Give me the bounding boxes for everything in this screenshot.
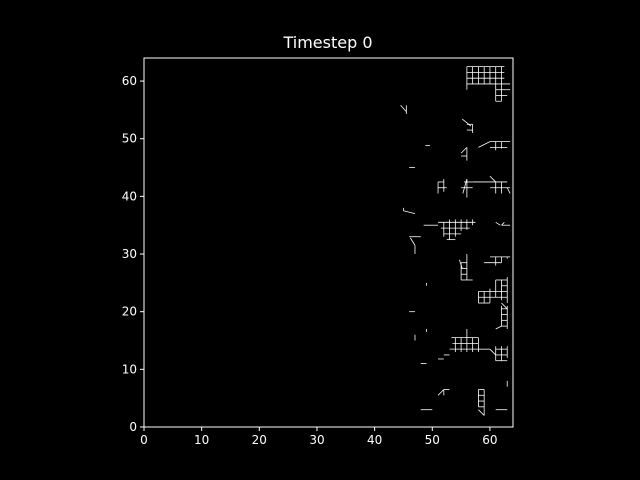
y-tick-label: 10 <box>122 362 137 376</box>
contour-segment-0-89 <box>501 302 508 310</box>
contour-segment-0-120 <box>437 389 445 396</box>
x-tick-label: 60 <box>482 433 497 447</box>
x-tick-label: 50 <box>425 433 440 447</box>
contour-segment-0-39 <box>489 175 496 183</box>
x-axis: 0 10 20 30 40 50 60 <box>140 427 498 447</box>
x-tick-label: 0 <box>140 433 148 447</box>
contour-segment-0-58 <box>495 221 501 226</box>
y-tick-label: 50 <box>122 132 137 146</box>
y-tick-label: 30 <box>122 247 137 261</box>
y-axis: 0 10 20 30 40 50 60 <box>122 74 144 434</box>
plot-content <box>400 66 511 416</box>
y-tick-label: 40 <box>122 189 137 203</box>
y-tick-label: 0 <box>129 420 137 434</box>
contour-segment-0-16 <box>462 118 472 127</box>
y-tick-label: 20 <box>122 305 137 319</box>
contour-segment-0-62 <box>410 237 416 246</box>
contour-segment-0-96 <box>495 325 502 330</box>
y-tick-label: 60 <box>122 74 137 88</box>
contour-segment-0-24 <box>478 141 491 148</box>
contour-segment-0-21 <box>460 147 468 154</box>
x-tick-label: 30 <box>309 433 324 447</box>
axes-frame <box>143 57 514 428</box>
contour-segment-0-60 <box>501 222 505 226</box>
x-tick-label: 20 <box>252 433 267 447</box>
x-tick-label: 10 <box>194 433 209 447</box>
contour-segment-0-129 <box>478 409 485 416</box>
x-tick-label: 40 <box>367 433 382 447</box>
contour-segment-0-14 <box>400 105 407 112</box>
contour-segment-0-110 <box>489 348 496 356</box>
contour-segment-0-46 <box>403 210 416 215</box>
contour-segment-0-44 <box>506 187 511 194</box>
chart-title: Timestep 0 <box>282 33 372 52</box>
contour-segment-0-34 <box>462 178 468 194</box>
